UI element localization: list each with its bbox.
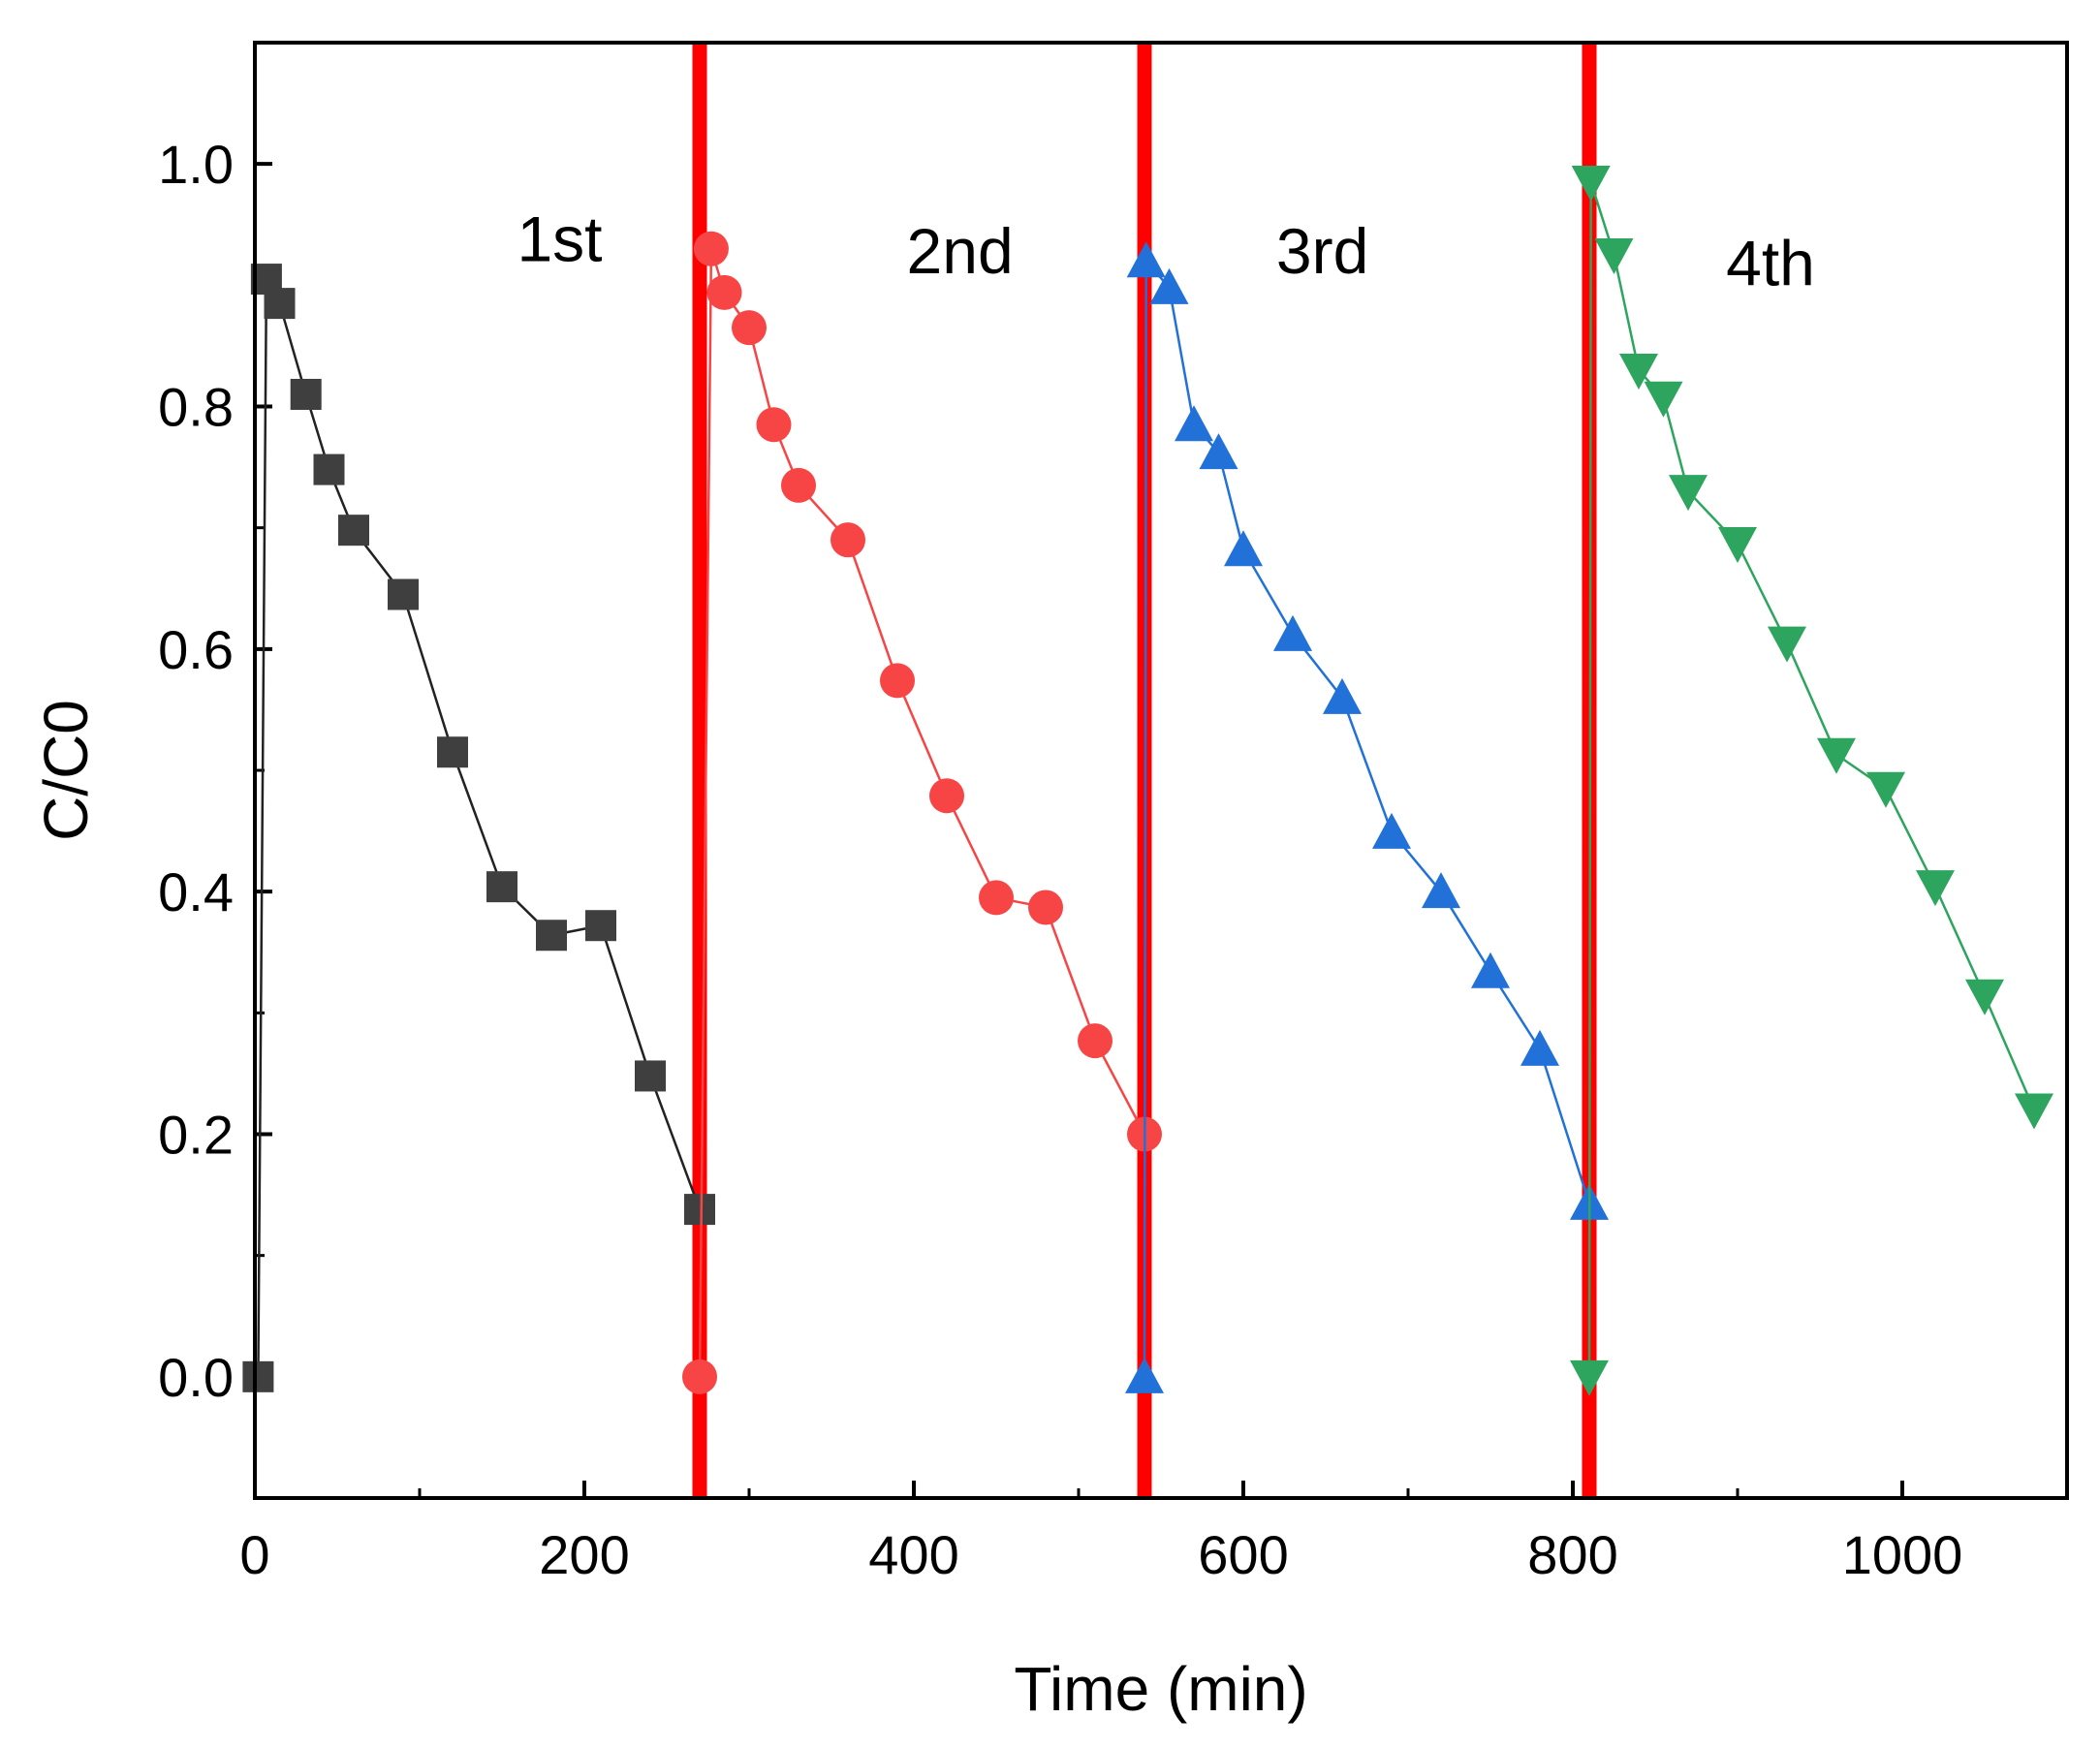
data-point bbox=[635, 1060, 666, 1092]
data-point bbox=[706, 274, 742, 310]
series-2nd bbox=[682, 231, 1162, 1394]
data-point bbox=[1199, 433, 1238, 470]
data-point bbox=[1644, 381, 1683, 418]
data-point bbox=[831, 522, 865, 558]
data-point bbox=[1718, 526, 1757, 563]
data-point bbox=[1028, 890, 1063, 925]
data-point bbox=[1866, 771, 1905, 808]
data-point bbox=[1323, 677, 1362, 714]
data-point bbox=[1571, 165, 1611, 202]
data-point bbox=[1669, 475, 1708, 512]
data-point bbox=[1422, 872, 1460, 909]
data-point bbox=[1372, 812, 1411, 849]
data-point bbox=[437, 736, 468, 768]
series-4th bbox=[1570, 165, 2053, 1396]
cycle-label: 2nd bbox=[907, 215, 1014, 287]
data-point bbox=[313, 453, 345, 485]
data-point bbox=[929, 778, 964, 814]
data-point bbox=[2015, 1093, 2053, 1130]
data-point bbox=[1520, 1029, 1559, 1066]
data-point bbox=[338, 515, 369, 547]
data-point bbox=[585, 910, 616, 942]
x-tick-label: 200 bbox=[539, 1524, 629, 1585]
data-point bbox=[1471, 952, 1510, 988]
cycle-labels: 1st 2nd 3rd 4th bbox=[517, 203, 1814, 298]
data-point bbox=[781, 467, 816, 503]
y-tick-label: 0.6 bbox=[158, 619, 234, 680]
data-point bbox=[1175, 405, 1213, 442]
cycle-label: 3rd bbox=[1276, 215, 1368, 287]
x-tick-label: 400 bbox=[868, 1524, 958, 1585]
y-tick-label: 0.8 bbox=[158, 377, 234, 438]
y-tick-label: 1.0 bbox=[158, 134, 234, 195]
data-point bbox=[1817, 737, 1856, 774]
y-axis-title: C/C0 bbox=[31, 700, 101, 841]
data-point bbox=[290, 378, 322, 410]
x-axis-title: Time (min) bbox=[1014, 1654, 1307, 1724]
data-point bbox=[979, 880, 1014, 916]
data-point bbox=[1916, 870, 1955, 907]
data-point bbox=[682, 1359, 717, 1394]
y-tick-label: 0.0 bbox=[158, 1347, 234, 1408]
plot-frame bbox=[253, 41, 2069, 1500]
data-point bbox=[1125, 1357, 1164, 1393]
data-point bbox=[1570, 1359, 1609, 1396]
data-point bbox=[1965, 979, 2004, 1015]
x-tick-label: 600 bbox=[1198, 1524, 1288, 1585]
data-series bbox=[242, 165, 2053, 1396]
series-3rd bbox=[1125, 241, 1609, 1393]
axes-layer: 0 200 400 600 800 1000 0.0 0.2 0.4 0.6 0.8 1.0 bbox=[158, 41, 1963, 1585]
cycle-label: 1st bbox=[517, 203, 602, 274]
data-point bbox=[756, 407, 792, 443]
x-tick-label: 800 bbox=[1527, 1524, 1617, 1585]
data-point bbox=[1149, 267, 1189, 304]
data-point bbox=[536, 920, 567, 952]
data-point bbox=[1273, 614, 1312, 651]
data-point bbox=[1619, 353, 1658, 390]
data-point bbox=[732, 310, 767, 346]
data-point bbox=[1768, 626, 1806, 663]
y-tick-label: 0.2 bbox=[158, 1105, 234, 1166]
data-point bbox=[684, 1194, 715, 1226]
data-point bbox=[486, 871, 517, 903]
y-tick-label: 0.4 bbox=[158, 861, 234, 922]
data-point bbox=[264, 288, 296, 320]
cycle-label: 4th bbox=[1726, 227, 1815, 298]
data-point bbox=[880, 663, 915, 699]
data-point bbox=[693, 231, 729, 266]
data-point bbox=[1594, 238, 1634, 275]
x-tick-label: 0 bbox=[239, 1524, 269, 1585]
x-tick-label: 1000 bbox=[1842, 1524, 1963, 1585]
data-point bbox=[1224, 530, 1263, 567]
data-point bbox=[1126, 241, 1166, 278]
data-point bbox=[1078, 1023, 1113, 1059]
data-point bbox=[242, 1360, 274, 1392]
data-point bbox=[388, 578, 419, 610]
